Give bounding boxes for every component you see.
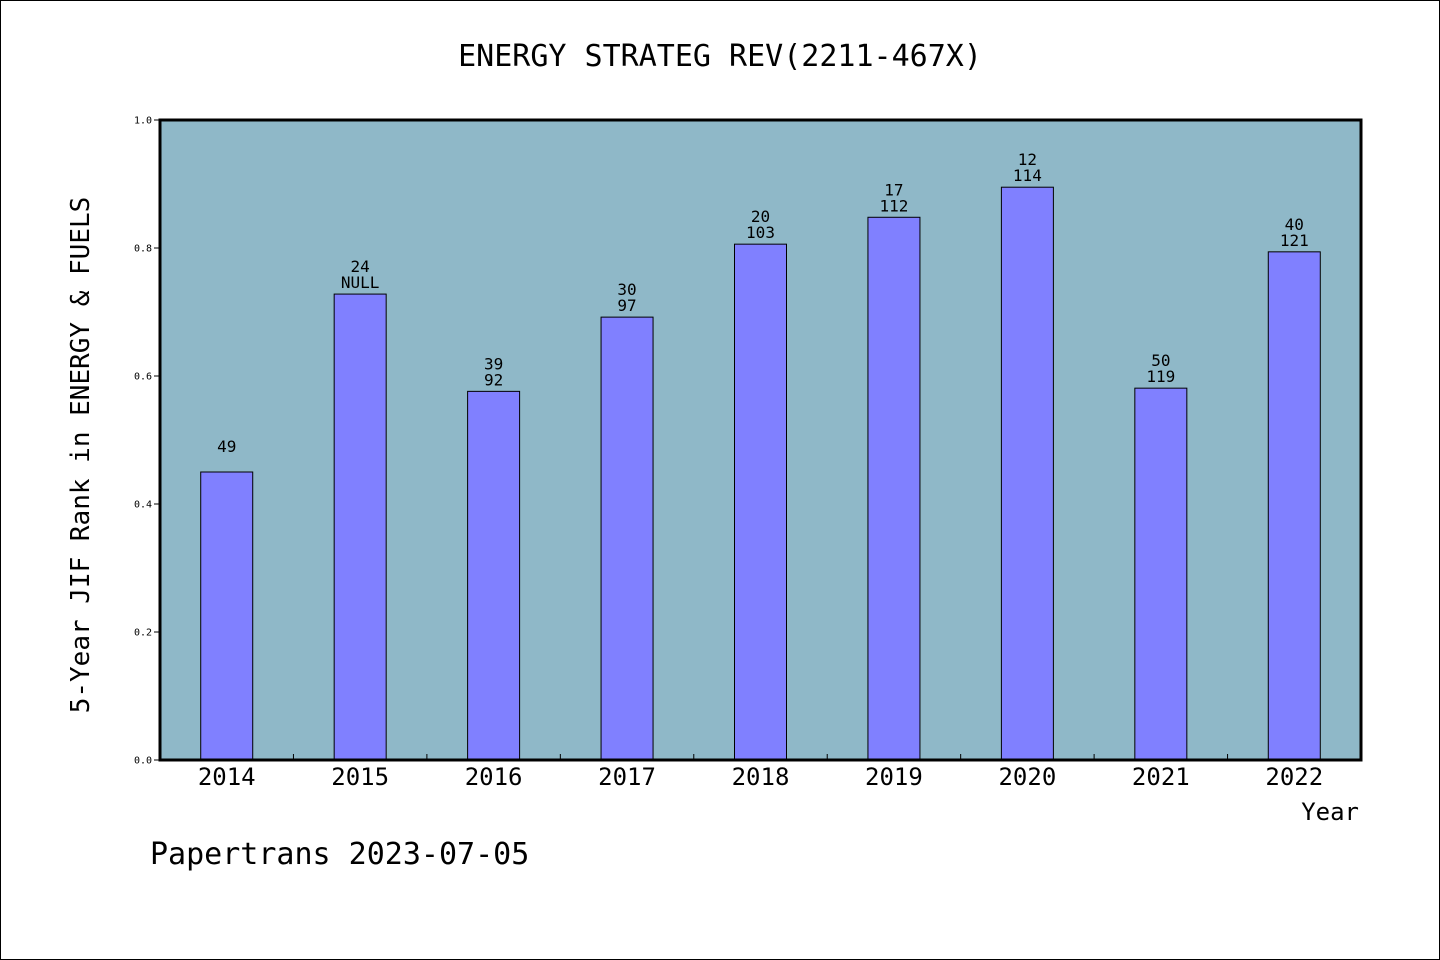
bar-label-bottom: 103 (746, 223, 775, 242)
x-tick-label: 2020 (998, 763, 1056, 791)
bar-label-bottom: 97 (617, 296, 636, 315)
x-tick-label: 2016 (465, 763, 523, 791)
y-tick-label: 1.0 (134, 116, 152, 127)
x-tick-label: 2022 (1265, 763, 1323, 791)
bar-label-top: 20 (751, 207, 770, 226)
bar-label-bottom: 119 (1146, 367, 1175, 386)
bar-label-top: 17 (884, 180, 903, 199)
y-tick-label: 0.2 (134, 628, 152, 639)
y-axis-label: 5-Year JIF Rank in ENERGY & FUELS (66, 197, 96, 714)
bar-label-bottom: 92 (484, 370, 503, 389)
bar-label-top: 24 (351, 257, 370, 276)
bar (867, 216, 921, 761)
bar (333, 293, 387, 761)
y-tick-label: 0.8 (134, 244, 152, 255)
x-axis-label: Year (1301, 798, 1359, 826)
bar-label-top: 50 (1151, 351, 1170, 370)
x-tick-label: 2017 (598, 763, 656, 791)
footer-text: Papertrans 2023-07-05 (150, 837, 529, 872)
bars (200, 186, 1321, 761)
bar (1134, 387, 1188, 761)
x-tick-label: 2021 (1132, 763, 1190, 791)
bar-label-bottom: 49 (217, 437, 236, 456)
y-axis: 0.0 0.2 0.4 0.6 0.8 1.0 (134, 116, 160, 767)
plot-border (158, 118, 1363, 762)
x-tick-label: 2019 (865, 763, 923, 791)
bar-label-top: 30 (617, 280, 636, 299)
bar (600, 316, 654, 761)
y-tick-label: 0.6 (134, 372, 152, 383)
bar (734, 243, 787, 761)
bar-label-top: 12 (1018, 150, 1037, 169)
x-tick-label: 2014 (198, 763, 256, 791)
x-tick-label: 2018 (732, 763, 790, 791)
y-tick-label: 0.0 (134, 756, 152, 767)
bar-label-top: 40 (1285, 215, 1304, 234)
bar-label-top: 39 (484, 354, 503, 373)
bar-label-bottom: 112 (879, 196, 908, 215)
x-axis: 2014 2015 2016 2017 2018 2019 2020 2021 2022 (198, 754, 1323, 791)
bar (1267, 251, 1321, 761)
bar (200, 471, 254, 761)
y-tick-label: 0.4 (134, 500, 152, 511)
bar-label-bottom: NULL (341, 273, 380, 292)
bar (467, 390, 521, 761)
x-tick-label: 2015 (331, 763, 389, 791)
bar-label-bottom: 121 (1280, 231, 1309, 250)
chart-title: ENERGY STRATEG REV(2211-467X) (458, 39, 982, 74)
bar-label-bottom: 114 (1013, 166, 1042, 185)
bar (1000, 186, 1054, 761)
